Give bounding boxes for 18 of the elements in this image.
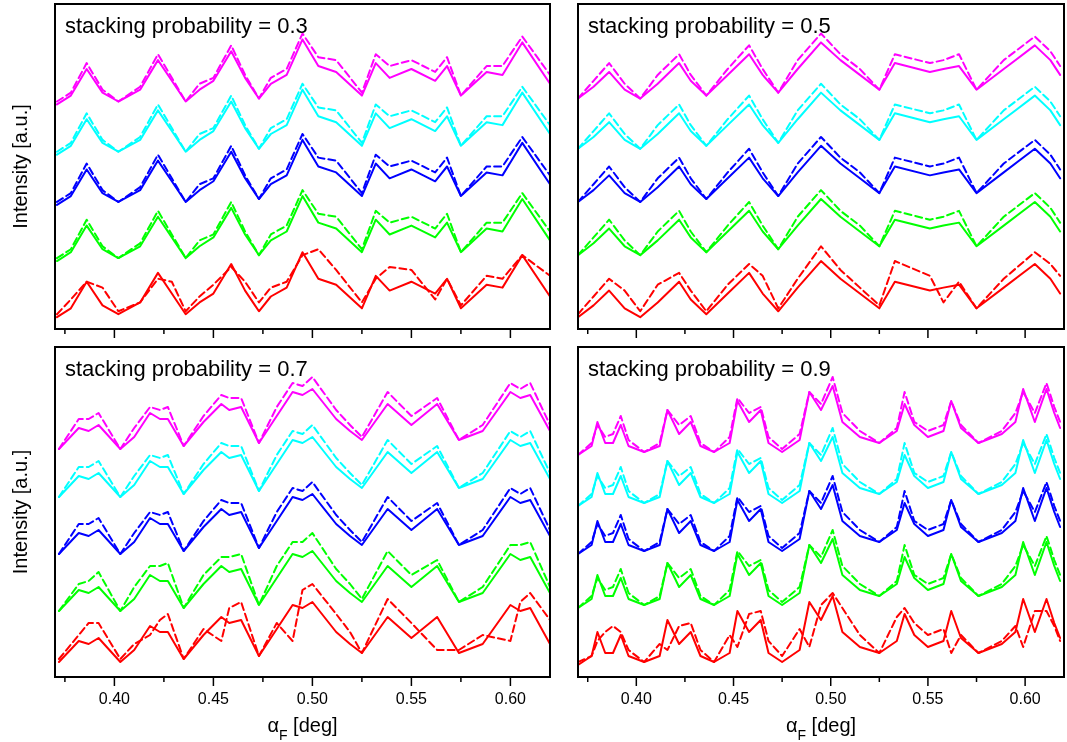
x-tick-label: 0.50 — [296, 690, 329, 707]
chart-title: stacking probability = 0.5 — [588, 13, 831, 38]
chart-title: stacking probability = 0.3 — [65, 13, 308, 38]
x-tick-label: 0.40 — [98, 690, 131, 707]
x-tick-label: 0.55 — [912, 690, 944, 707]
x-tick-label: 0.60 — [1009, 690, 1041, 707]
x-axis-title: α$_{F}$ [deg] — [785, 714, 857, 742]
x-axis-title: α$_{F}$ [deg] — [267, 714, 338, 742]
x-tick-label: 0.45 — [197, 690, 230, 707]
y-axis-title: Intensity [a.u.] — [9, 104, 31, 229]
x-tick-label: 0.60 — [494, 690, 527, 707]
x-tick-label: 0.55 — [395, 690, 428, 707]
y-axis-title: Intensity [a.u.] — [9, 449, 31, 575]
x-tick-label: 0.50 — [815, 690, 847, 707]
x-tick-label: 0.40 — [620, 690, 652, 707]
chart-title: stacking probability = 0.9 — [588, 356, 831, 381]
x-tick-label: 0.45 — [717, 690, 750, 707]
chart-title: stacking probability = 0.7 — [65, 356, 308, 381]
